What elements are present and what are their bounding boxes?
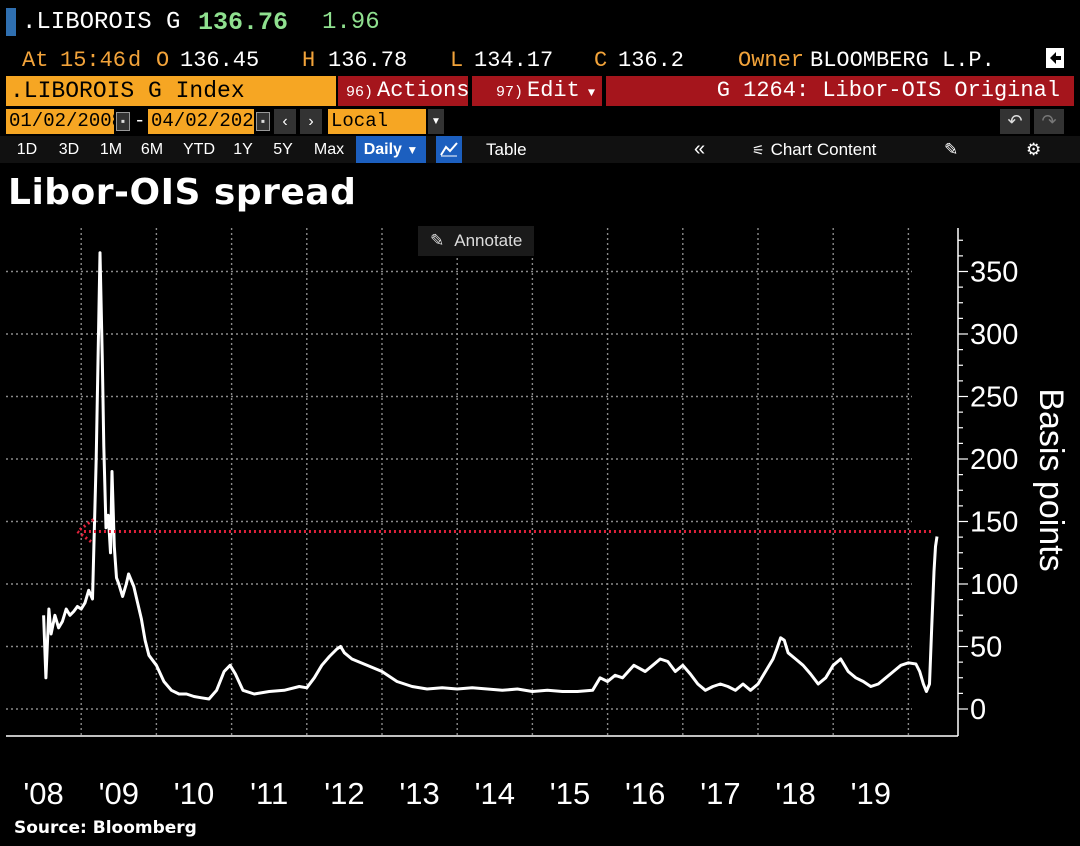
period-6m[interactable]: 6M [140,141,164,158]
y-axis-label: Basis points [1032,388,1070,571]
x-tick-label: '19 [851,776,891,811]
edit-menu-button[interactable]: 97) Edit ▼ [472,76,602,106]
net-change: 1.96 [322,8,380,36]
actions-number: 96) [346,84,374,101]
security-marker [6,8,16,36]
grid-lines [6,228,912,736]
x-tick-label: '18 [775,776,815,811]
high-label: H [302,47,316,73]
series-layer [42,251,939,701]
owner-value: BLOOMBERG L.P. [810,47,995,73]
date-range-bar: 01/02/2008 ▪ - 04/02/2020 ▪ ‹ › Local CC… [0,109,1080,157]
close-label: C [594,47,608,73]
calendar-icon[interactable]: ▪ [256,112,270,131]
annotate-button[interactable]: ✎ Annotate [418,226,534,256]
period-1m[interactable]: 1M [99,141,123,158]
period-max[interactable]: Max [313,141,345,158]
x-tick-label: '12 [324,776,364,811]
y-tick-label: 50 [970,632,1002,664]
x-tick-label: '14 [475,776,515,811]
y-tick-labels: 0 50 100 150 200 250 300 350 [970,257,1018,727]
period-1d[interactable]: 1D [16,141,38,158]
chevron-down-icon: ▼ [406,143,419,157]
chart-content-label: Chart Content [770,140,877,159]
x-tick-label: '11 [250,776,288,811]
last-price: 136.76 [198,7,289,37]
start-date-field[interactable]: 01/02/2008 [6,109,123,134]
x-tick-label: '13 [399,776,439,811]
owner-label: Owner [738,47,805,73]
open-value: 136.45 [180,47,260,73]
line-chart-icon[interactable] [436,136,462,163]
redo-icon[interactable]: ↷ [1034,109,1064,134]
annotation-layer [74,518,931,545]
chevron-left-icon[interactable]: ‹ [274,109,296,134]
chart-name: G 1264: Libor-OIS Original [606,76,1074,106]
x-tick-label: '16 [625,776,665,811]
collapse-icon[interactable]: « [694,138,706,160]
period-bar: 1D 3D 1M 6M YTD 1Y 5Y Max Daily ▼ Table … [0,136,1080,163]
x-tick-label: '08 [23,776,63,811]
y-tick-label: 350 [970,257,1018,289]
chart-content-icon: ⚟ [752,142,765,158]
period-ytd[interactable]: YTD [183,141,215,158]
series-line [42,251,939,701]
y-tick-label: 0 [970,694,986,726]
period-1y[interactable]: 1Y [233,141,253,158]
y-tick-label: 100 [970,569,1018,601]
chevron-down-icon[interactable]: ▼ [428,109,444,134]
source-note: Source: Bloomberg [14,818,197,838]
quote-header: .LIBOROIS G 136.76 1.96 [0,4,1080,40]
axes [6,228,968,737]
time-value: 15:46 [60,47,127,73]
chart-title: Libor-OIS spread [8,172,357,213]
actions-label: Actions [377,78,470,103]
y-tick-label: 150 [970,507,1018,539]
x-tick-label: '09 [99,776,139,811]
calendar-icon[interactable]: ▪ [116,112,130,131]
frequency-label: Daily [363,141,402,158]
security-field[interactable]: .LIBOROIS G Index [6,76,336,106]
actions-menu-button[interactable]: 96)Actions▼ [338,76,485,106]
chart-content-button[interactable]: ⚟ Chart Content [752,136,876,163]
end-date-field[interactable]: 04/02/2020 [148,109,265,134]
low-label: L [450,47,464,73]
date-separator: - [134,110,146,132]
function-bar: .LIBOROIS G Index 96)Actions▼ 97)Edit ▼ G… [0,76,1080,106]
export-icon[interactable] [1044,46,1066,70]
ticker[interactable]: .LIBOROIS G [22,8,181,36]
table-button[interactable]: Table [486,140,527,159]
edit-number: 97) [496,84,524,101]
chevron-right-icon[interactable]: › [300,109,322,134]
period-5y[interactable]: 5Y [273,141,293,158]
high-value: 136.78 [328,47,408,73]
frequency-select[interactable]: Daily ▼ [356,136,426,163]
low-value: 134.17 [474,47,554,73]
open-label: O [156,47,170,73]
undo-icon[interactable]: ↶ [1000,109,1030,134]
x-tick-labels: '08 '09 '10 '11 '12 '13 '14 '15 '16 '17 '18 '19 [23,776,891,811]
edit-chart-icon[interactable]: ✎ [944,140,959,159]
x-tick-label: '17 [700,776,740,811]
ohlc-line: At 15:46 d O 136.45 H 136.78 L 134.17 C … [0,44,1080,76]
y-tick-label: 250 [970,382,1018,414]
close-value: 136.2 [618,47,685,73]
y-tick-label: 300 [970,319,1018,351]
annotate-label: Annotate [454,231,523,250]
x-tick-label: '15 [550,776,590,811]
pencil-icon: ✎ [430,231,445,250]
at-label: At [22,47,49,73]
x-tick-label: '10 [174,776,214,811]
y-tick-label: 200 [970,444,1018,476]
d-label: d [128,47,142,73]
gear-icon[interactable]: ⚙ [1026,140,1042,159]
period-3d[interactable]: 3D [58,141,80,158]
edit-label: Edit [527,78,580,103]
chevron-down-icon: ▼ [587,86,596,100]
annotation-arrow-head [74,518,95,545]
